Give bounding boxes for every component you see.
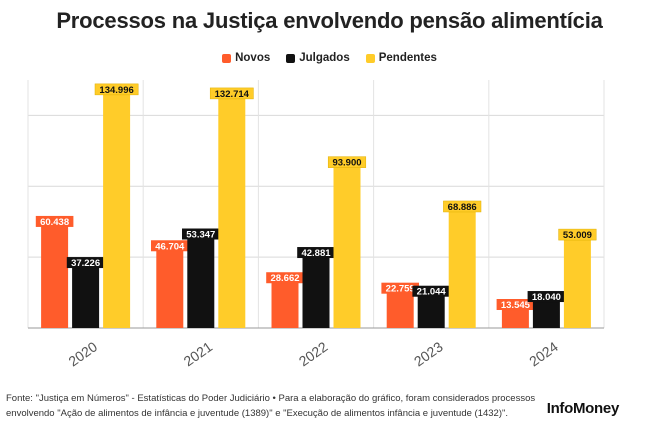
legend-item-pendentes: Pendentes [365,52,437,64]
x-tick-label: 2020 [65,338,100,369]
data-label-box [66,257,105,269]
x-tick-label: 2021 [181,338,216,369]
legend-label-novos: Novos [235,52,271,64]
brand-logo: InfoMoney [546,400,620,417]
x-tick-label: 2022 [296,338,331,369]
bar-julgados [302,252,330,328]
chart-legend: Novos Julgados Pendentes [0,52,659,64]
data-label-box [496,299,535,311]
data-label-box [266,272,304,284]
bar-pendentes [448,205,476,328]
data-label-box [327,156,367,168]
data-label-box [381,282,419,294]
bar-novos [386,287,414,328]
data-label: 68.886 [448,202,477,213]
bar-novos [156,245,184,328]
bar-julgados [417,290,445,328]
data-label-box [94,83,139,96]
source-note: Fonte: "Justiça em Números" - Estatístic… [6,393,536,419]
data-label: 60.438 [40,217,69,228]
x-tick-label: 2023 [411,338,446,369]
data-label: 28.662 [270,273,299,284]
legend-label-julgados: Julgados [299,52,350,64]
data-label-box [297,247,335,259]
data-label: 53.347 [186,229,215,240]
data-label: 21.044 [417,287,447,298]
bar-pendentes [218,92,246,328]
legend-swatch-julgados [286,53,296,63]
legend-item-novos: Novos [222,52,270,64]
bar-julgados [187,233,215,328]
data-label-box [527,291,566,303]
legend-swatch-novos [222,53,232,63]
data-label: 18.040 [532,292,561,303]
bar-julgados [72,262,100,328]
data-label: 132.714 [215,89,250,100]
data-label: 13.545 [501,300,531,311]
data-label: 42.881 [301,248,331,259]
legend-item-julgados: Julgados [286,52,350,64]
data-label-box [412,285,450,297]
chart-title: Processos na Justiça envolvendo pensão a… [56,8,603,33]
bar-pendentes [103,88,131,328]
data-label: 37.226 [71,258,100,269]
data-label-box [209,87,254,100]
legend-swatch-pendentes [365,53,375,63]
data-label-box [151,240,189,252]
data-label: 22.759 [386,284,415,295]
bar-pendentes [563,234,591,328]
x-tick-label: 2024 [526,338,561,369]
data-label-box [558,228,597,241]
data-label: 53.009 [563,230,592,241]
data-label: 134.996 [99,85,133,96]
data-label-box [35,215,74,227]
legend-label-pendentes: Pendentes [378,52,437,64]
data-label-box [182,228,220,240]
bar-novos [41,220,69,328]
bar-novos [271,277,299,328]
data-label: 46.704 [155,241,185,252]
bar-pendentes [333,161,361,328]
data-label: 93.900 [332,158,361,169]
data-label-box [443,200,482,213]
